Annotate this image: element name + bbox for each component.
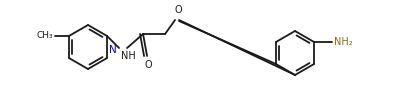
Text: CH₃: CH₃ [36,31,53,41]
Text: NH₂: NH₂ [333,37,352,47]
Text: N: N [109,45,117,55]
Text: O: O [174,5,181,15]
Text: O: O [144,60,151,70]
Text: NH: NH [121,51,135,61]
